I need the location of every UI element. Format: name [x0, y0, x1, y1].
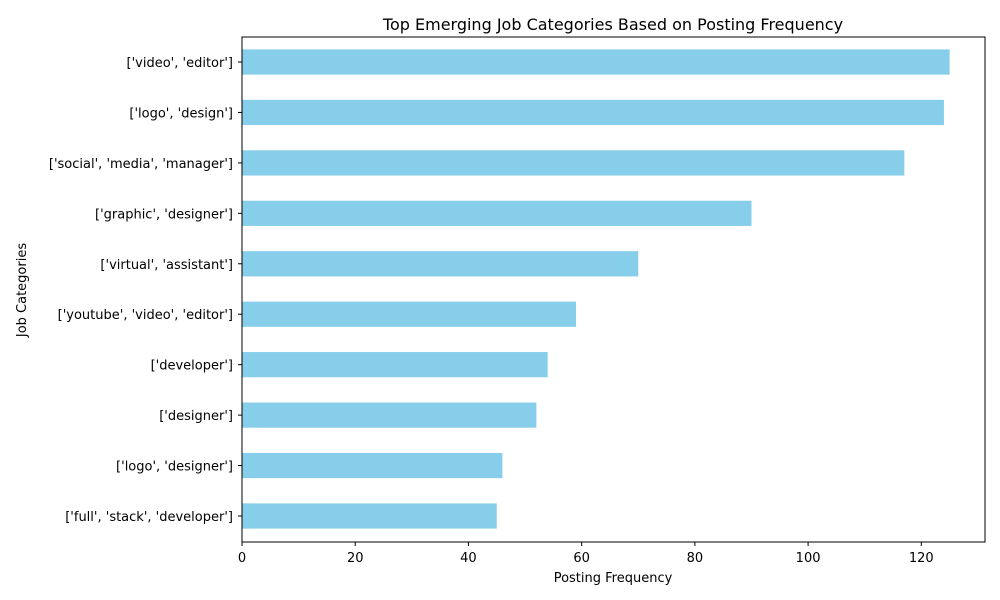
bar — [242, 301, 576, 327]
x-tick-label: 40 — [460, 551, 477, 566]
y-tick-label: ['social', 'media', 'manager'] — [49, 157, 233, 172]
y-tick-label: ['logo', 'designer'] — [116, 460, 233, 475]
chart-title: Top Emerging Job Categories Based on Pos… — [382, 15, 843, 34]
bar — [242, 200, 752, 226]
bar — [242, 503, 497, 529]
x-tick-label: 120 — [909, 551, 934, 566]
y-tick-label: ['full', 'stack', 'developer'] — [65, 510, 233, 525]
y-tick-label: ['designer'] — [159, 409, 233, 424]
x-tick-label: 100 — [796, 551, 821, 566]
x-axis-label: Posting Frequency — [554, 571, 673, 586]
bar — [242, 452, 503, 479]
y-tick-label: ['graphic', 'designer'] — [95, 207, 233, 222]
bar — [242, 402, 537, 428]
bars-group — [242, 49, 950, 529]
bar — [242, 49, 950, 75]
y-tick-label: ['youtube', 'video', 'editor'] — [58, 308, 233, 323]
x-tick-label: 20 — [347, 551, 364, 566]
x-tick-label: 80 — [687, 551, 704, 566]
bar — [242, 251, 639, 277]
x-axis-ticks: 0 20 40 60 80 100 120 — [238, 542, 934, 566]
bar — [242, 99, 944, 126]
y-tick-label: ['developer'] — [151, 359, 233, 374]
y-tick-label: ['logo', 'design'] — [129, 106, 233, 121]
bar — [242, 150, 905, 176]
x-tick-label: 0 — [238, 551, 246, 566]
y-tick-label: ['virtual', 'assistant'] — [100, 258, 233, 273]
y-tick-label: ['video', 'editor'] — [127, 56, 233, 71]
plot-frame — [241, 36, 986, 543]
x-tick-label: 60 — [573, 551, 590, 566]
y-axis-ticks: ['video', 'editor'] ['logo', 'design'] ['s… — [49, 56, 242, 525]
y-axis-label: Job Categories — [15, 243, 30, 338]
bar — [242, 352, 548, 378]
